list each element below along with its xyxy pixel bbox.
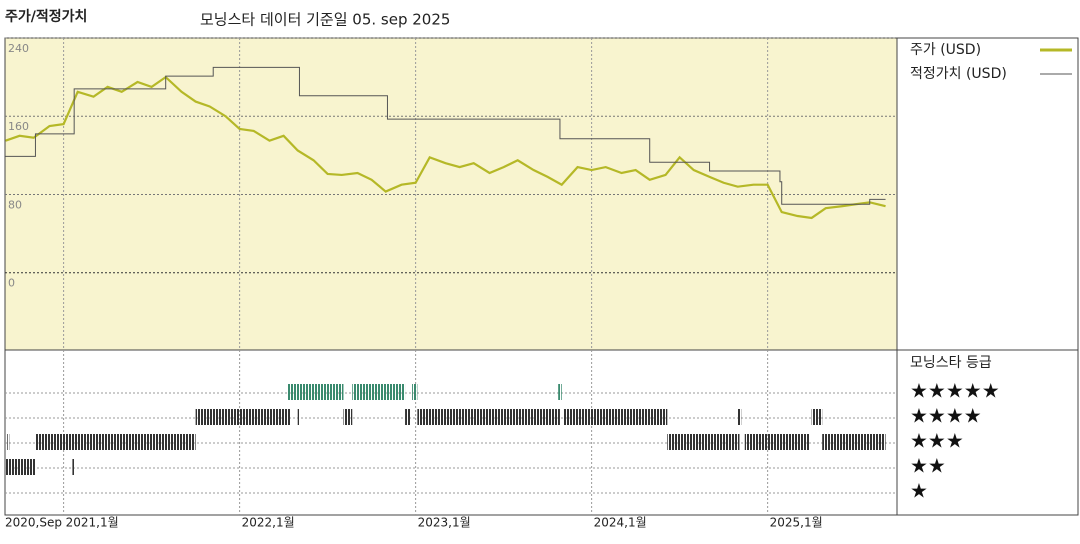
legend-label: 적정가치 (USD) <box>910 66 1007 82</box>
rating-bar <box>558 384 562 400</box>
rating-bar <box>417 409 560 425</box>
rating-bar <box>35 434 196 450</box>
rating-bar <box>412 384 418 400</box>
y-tick-label: 80 <box>8 198 22 211</box>
x-tick-label: 2025,1월 <box>770 516 823 530</box>
x-tick-label: 2023,1월 <box>418 516 471 530</box>
x-tick-label: 2020,Sep <box>5 516 62 530</box>
rating-bar <box>811 409 823 425</box>
rating-label: ★★★★ <box>910 404 982 428</box>
series-line <box>5 75 886 220</box>
rating-bar <box>667 434 740 450</box>
legend-label: 주가 (USD) <box>910 42 981 58</box>
rating-bar <box>352 384 406 400</box>
x-tick-label: 2024,1월 <box>594 516 647 530</box>
rating-bar <box>72 459 75 475</box>
rating-bar <box>297 409 300 425</box>
rating-bar <box>405 409 411 425</box>
rating-bar <box>5 459 36 475</box>
rating-label: ★ <box>910 479 928 503</box>
rating-bar <box>822 434 886 450</box>
series-line <box>5 66 886 205</box>
rating-bar <box>563 409 668 425</box>
rating-bar <box>343 409 353 425</box>
rating-label: ★★★★★ <box>910 379 1000 403</box>
rating-label: ★★ <box>910 454 946 478</box>
rating-bar <box>7 434 10 450</box>
chart-title: 주가/적정가치 <box>5 8 87 25</box>
rating-label: ★★★ <box>910 429 964 453</box>
rating-bar <box>195 409 291 425</box>
x-tick-label: 2022,1월 <box>242 516 295 530</box>
rating-bar <box>737 409 742 425</box>
rating-bar <box>287 384 344 400</box>
y-tick-label: 240 <box>8 42 29 55</box>
rating-bar <box>744 434 810 450</box>
ratings-title: 모닝스타 등급 <box>910 355 992 371</box>
x-tick-label: 2021,1월 <box>66 516 119 530</box>
y-tick-label: 160 <box>8 120 29 133</box>
chart-subtitle: 모닝스타 데이터 기준일 05. sep 2025 <box>200 11 450 29</box>
y-tick-label: 0 <box>8 277 15 290</box>
